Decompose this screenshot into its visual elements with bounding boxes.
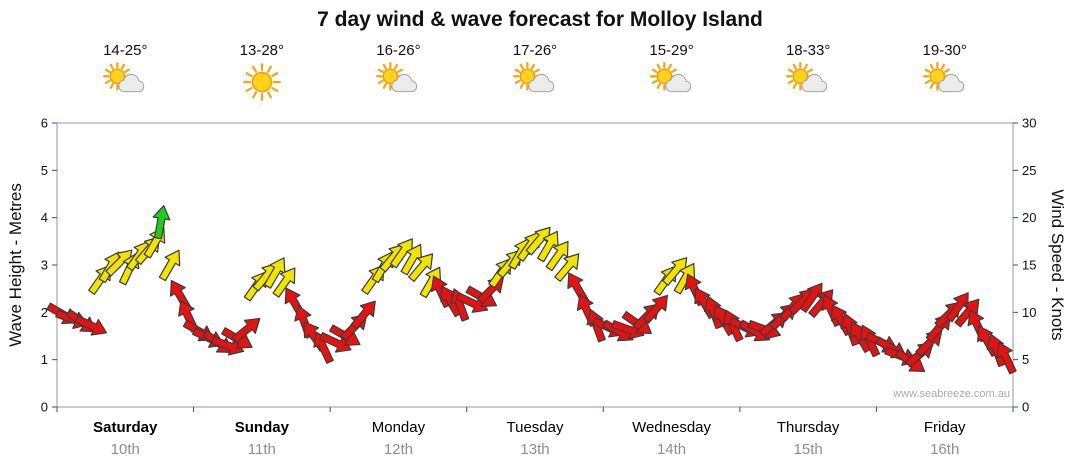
wind-arrow bbox=[567, 272, 589, 304]
left-axis-tick-label: 5 bbox=[41, 163, 48, 178]
weather-partly-cloudy-icon bbox=[485, 62, 585, 106]
left-axis-tick-label: 3 bbox=[41, 258, 48, 273]
wind-arrow bbox=[545, 240, 569, 272]
wind-arrow bbox=[537, 230, 559, 263]
wind-arrow bbox=[158, 249, 181, 282]
day-label: Friday 16th bbox=[885, 419, 1005, 458]
day-header: 19-30° bbox=[895, 42, 995, 106]
day-header: 15-29° bbox=[622, 42, 722, 106]
wind-arrow bbox=[74, 315, 108, 336]
day-label: Tuesday 13th bbox=[475, 419, 595, 458]
day-date: 10th bbox=[110, 441, 140, 458]
left-axis-tick-label: 1 bbox=[41, 352, 48, 367]
day-temp-range: 17-26° bbox=[512, 42, 558, 59]
right-axis-tick-label: 30 bbox=[1022, 116, 1036, 131]
left-axis-tick-label: 2 bbox=[41, 305, 48, 320]
weather-sunny-icon bbox=[212, 62, 312, 106]
weather-partly-cloudy-icon bbox=[75, 62, 175, 106]
wind-arrow bbox=[152, 205, 171, 240]
left-axis-tick-label: 4 bbox=[41, 210, 48, 225]
right-axis-tick-label: 10 bbox=[1022, 305, 1036, 320]
day-label: Sunday 11th bbox=[202, 419, 322, 458]
day-name: Wednesday bbox=[632, 419, 712, 436]
day-label: Saturday 10th bbox=[65, 419, 185, 458]
weather-partly-cloudy-icon bbox=[758, 62, 858, 106]
right-axis-tick-label: 20 bbox=[1022, 210, 1036, 225]
day-temp-range: 19-30° bbox=[922, 42, 967, 59]
wind-arrow bbox=[662, 257, 688, 286]
wind-arrow bbox=[642, 294, 669, 324]
day-date: 11th bbox=[247, 441, 276, 458]
wind-arrow bbox=[554, 253, 580, 283]
right-axis-tick-label: 0 bbox=[1022, 400, 1029, 415]
weather-partly-cloudy-icon bbox=[622, 62, 722, 106]
wind-arrow bbox=[799, 282, 823, 313]
page-title: 7 day wind & wave forecast for Molloy Is… bbox=[317, 8, 763, 31]
wind-arrow bbox=[945, 292, 969, 323]
left-axis-tick-label: 0 bbox=[41, 400, 48, 415]
day-name: Sunday bbox=[234, 419, 289, 436]
wind-arrow bbox=[400, 243, 423, 276]
right-axis-tick-label: 5 bbox=[1022, 352, 1029, 367]
wind-arrow bbox=[272, 267, 296, 298]
wind-arrow bbox=[954, 298, 980, 328]
day-label: Wednesday 14th bbox=[612, 419, 732, 458]
day-date: 16th bbox=[930, 441, 960, 458]
wind-arrow bbox=[673, 262, 696, 295]
wind-arrow bbox=[996, 341, 1017, 375]
day-name: Tuesday bbox=[506, 419, 564, 436]
day-name: Friday bbox=[923, 419, 966, 436]
day-date: 12th bbox=[383, 441, 414, 458]
day-date: 15th bbox=[793, 441, 823, 458]
wind-arrow bbox=[263, 257, 286, 289]
plot-frame bbox=[56, 122, 1014, 408]
wind-arrow bbox=[350, 300, 376, 330]
day-temp-range: 13-28° bbox=[239, 42, 285, 59]
right-axis-tick-label: 15 bbox=[1022, 258, 1036, 273]
day-temp-range: 16-26° bbox=[376, 42, 421, 59]
day-name: Monday bbox=[371, 419, 426, 436]
right-axis-tick-label: 25 bbox=[1022, 163, 1036, 178]
day-date: 14th bbox=[656, 441, 687, 458]
weather-partly-cloudy-icon bbox=[895, 62, 995, 106]
day-name: Saturday bbox=[93, 419, 158, 436]
day-header: 13-28° bbox=[212, 42, 312, 106]
day-label: Thursday 15th bbox=[748, 419, 868, 458]
day-temp-range: 14-25° bbox=[103, 42, 148, 59]
day-label: Monday 12th bbox=[338, 419, 458, 458]
left-axis-tick-label: 6 bbox=[41, 116, 48, 131]
day-header: 17-26° bbox=[485, 42, 585, 106]
day-temp-range: 15-29° bbox=[649, 42, 694, 59]
day-header: 16-26° bbox=[348, 42, 448, 106]
day-temp-range: 18-33° bbox=[785, 42, 831, 59]
weather-partly-cloudy-icon bbox=[348, 62, 448, 106]
watermark: www.seabreeze.com.au bbox=[893, 388, 1010, 400]
wind-arrow bbox=[389, 238, 413, 269]
wind-arrow bbox=[408, 253, 434, 283]
wind-arrow bbox=[419, 266, 442, 299]
day-date: 13th bbox=[520, 441, 550, 458]
day-header: 14-25° bbox=[75, 42, 175, 106]
day-header: 18-33° bbox=[758, 42, 858, 106]
wind-arrow bbox=[231, 317, 261, 343]
day-name: Thursday bbox=[776, 419, 840, 436]
